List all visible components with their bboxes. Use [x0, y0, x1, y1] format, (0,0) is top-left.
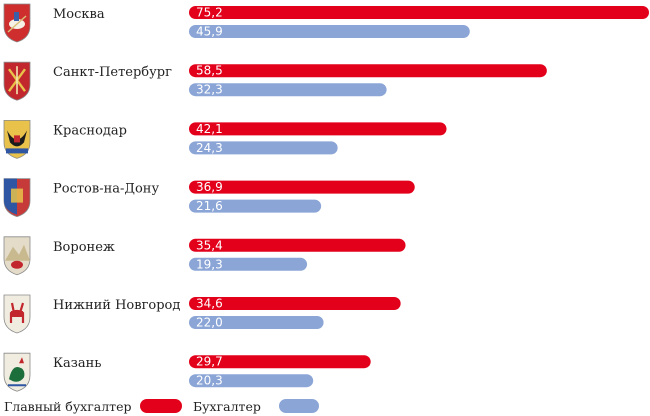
value-label-chief-accountant: 29,7	[196, 355, 223, 369]
bar-chief-accountant	[189, 122, 447, 136]
value-label-accountant: 22,0	[196, 316, 223, 330]
city-label: Казань	[53, 356, 101, 371]
nizhny-novgorod-coat-of-arms-icon	[3, 294, 31, 334]
city-label: Воронеж	[53, 240, 115, 255]
bar-accountant	[189, 257, 308, 271]
value-label-accountant: 45,9	[196, 25, 223, 39]
coat-of-arms-icons	[3, 3, 31, 392]
value-label-accountant: 32,3	[196, 83, 223, 97]
bars: 75,2 45,9 58,5 32,3 42,1 24,3 36,9 21,6 35,4 19,3…	[189, 6, 649, 388]
value-label-chief-accountant: 34,6	[196, 297, 223, 311]
bar-chief-accountant	[189, 6, 649, 19]
legend-swatch-accountant	[279, 399, 319, 413]
bar-chief-accountant	[189, 180, 415, 194]
bar-accountant	[189, 374, 314, 388]
value-label-chief-accountant: 58,5	[196, 64, 223, 78]
bar-accountant	[189, 83, 387, 97]
kazan-coat-of-arms-icon	[3, 352, 31, 392]
bar-chief-accountant	[189, 297, 401, 310]
voronezh-coat-of-arms-icon	[3, 236, 31, 276]
legend: Главный бухгалтер Бухгалтер	[4, 399, 319, 414]
value-label-accountant: 20,3	[196, 374, 223, 388]
city-labels: Москва Санкт-Петербург Краснодар Ростов-на-…	[53, 7, 180, 371]
bar-accountant	[189, 141, 338, 155]
bar-chief-accountant	[189, 64, 547, 78]
legend-swatch-chief-accountant	[140, 399, 182, 413]
bar-chief-accountant	[189, 355, 371, 369]
city-label: Нижний Новгород	[53, 298, 180, 313]
value-label-chief-accountant: 36,9	[196, 180, 223, 194]
krasnodar-coat-of-arms-icon	[3, 120, 31, 159]
city-label: Краснодар	[53, 123, 127, 138]
city-label: Москва	[53, 7, 105, 22]
bar-chief-accountant	[189, 238, 406, 252]
legend-label-accountant: Бухгалтер	[193, 399, 261, 414]
city-label: Санкт-Петербург	[53, 65, 172, 80]
moscow-coat-of-arms-icon	[3, 3, 31, 43]
value-label-accountant: 24,3	[196, 141, 223, 155]
bar-accountant	[189, 199, 322, 213]
rostov-on-don-coat-of-arms-icon	[3, 178, 31, 218]
value-label-chief-accountant: 75,2	[196, 6, 223, 20]
city-label: Ростов-на-Дону	[53, 182, 159, 197]
saint-petersburg-coat-of-arms-icon	[3, 61, 31, 101]
legend-label-chief-accountant: Главный бухгалтер	[4, 399, 131, 414]
value-label-accountant: 19,3	[196, 257, 223, 271]
bar-accountant	[189, 25, 470, 38]
value-label-chief-accountant: 35,4	[196, 238, 223, 252]
value-label-accountant: 21,6	[196, 199, 223, 213]
bar-accountant	[189, 316, 324, 329]
value-label-chief-accountant: 42,1	[196, 122, 223, 136]
